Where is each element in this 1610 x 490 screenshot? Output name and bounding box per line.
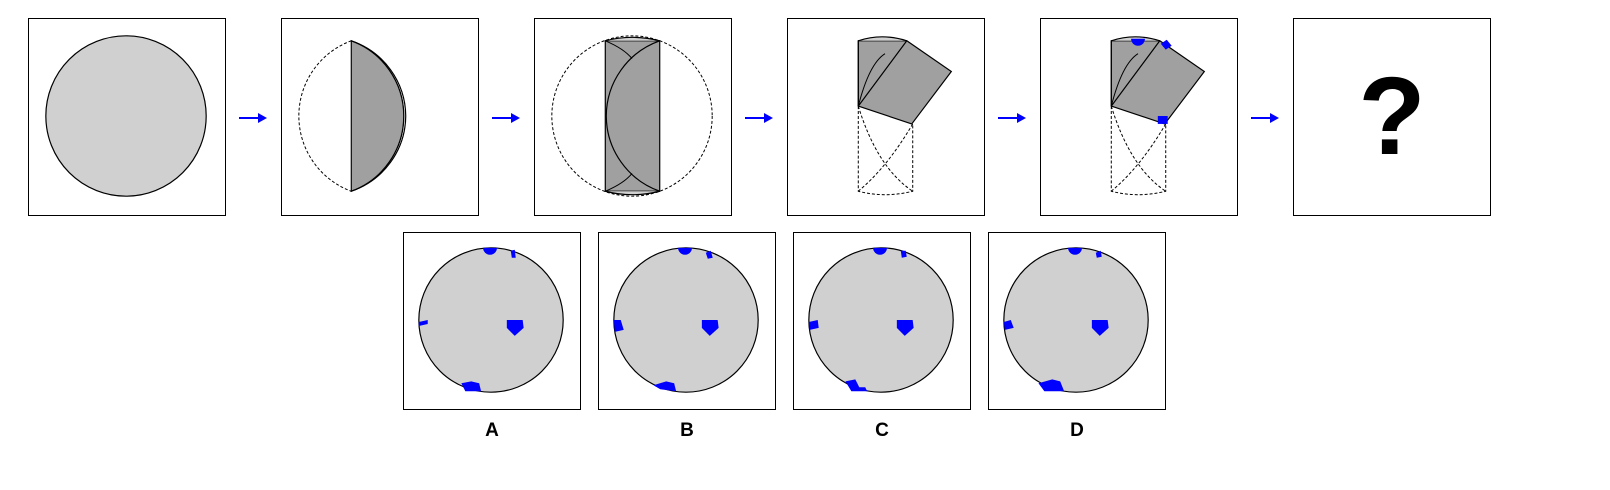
step-2-panel <box>281 18 479 216</box>
question-panel: ? <box>1293 18 1491 216</box>
arrow-icon <box>1250 111 1280 123</box>
punch-hole <box>418 320 428 326</box>
folded-piece <box>857 40 953 125</box>
step-2-figure <box>298 39 407 193</box>
step-3-panel <box>534 18 732 216</box>
option-a-label[interactable]: A <box>485 420 499 441</box>
punch-hole <box>1131 38 1145 46</box>
punch-hole <box>808 320 819 330</box>
option-c-label[interactable]: C <box>875 420 889 441</box>
step-4-panel <box>787 18 985 216</box>
step-1-figure <box>45 35 207 197</box>
punch-hole <box>1038 379 1065 392</box>
punch-hole <box>900 250 907 258</box>
dashed-original-outline <box>298 40 352 192</box>
option-b-panel[interactable] <box>598 232 776 410</box>
punch-hole <box>1160 39 1172 50</box>
punch-hole <box>1157 116 1168 124</box>
option-a-panel[interactable] <box>403 232 581 410</box>
punch-hole <box>510 249 516 258</box>
punch-hole <box>1068 247 1082 255</box>
arrow-icon <box>744 111 774 123</box>
punch-hole <box>896 320 914 336</box>
punch-hole <box>873 247 887 255</box>
folded-flap <box>351 40 405 192</box>
punch-hole <box>1003 320 1014 330</box>
arrow-icon <box>997 111 1027 123</box>
punch-hole <box>483 247 497 255</box>
punch-hole <box>461 381 482 392</box>
step-1-panel <box>28 18 226 216</box>
punch-hole <box>506 320 524 336</box>
arrow-icon <box>491 111 521 123</box>
step-5-panel <box>1040 18 1238 216</box>
step-3-figure <box>551 35 713 197</box>
option-d-figure <box>1003 247 1149 393</box>
step-5-figure <box>1110 36 1206 196</box>
punch-hole <box>653 381 677 392</box>
step-4-figure <box>857 36 953 196</box>
option-b-label[interactable]: B <box>680 420 694 441</box>
option-c-panel[interactable] <box>793 232 971 410</box>
option-d-panel[interactable] <box>988 232 1166 410</box>
punch-hole <box>1095 250 1102 258</box>
punch-hole <box>705 250 713 259</box>
option-b-figure <box>613 247 759 393</box>
option-c-figure <box>808 247 954 393</box>
punch-hole <box>1091 320 1109 336</box>
punch-hole <box>701 320 719 336</box>
punch-hole <box>613 320 624 332</box>
dashed-original-outline <box>551 35 713 197</box>
question-mark: ? <box>1358 55 1426 178</box>
option-d-label[interactable]: D <box>1070 420 1084 441</box>
arrow-icon <box>238 111 268 123</box>
folded-strip <box>604 40 661 192</box>
option-a-figure <box>418 247 564 393</box>
punch-hole <box>678 247 692 255</box>
punch-hole <box>845 379 868 392</box>
paper-circle <box>45 35 207 197</box>
